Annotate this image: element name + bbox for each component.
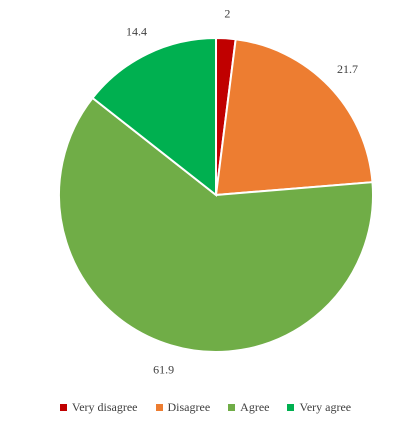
legend: Very disagree Disagree Agree Very agree [0, 400, 411, 415]
legend-item-disagree: Disagree [155, 400, 211, 415]
legend-swatch-very-agree [287, 404, 295, 411]
pie-slice-disagree [214, 38, 374, 197]
pie-slice-agree [58, 96, 374, 353]
pie-data-labels: 2 21.7 61.9 14.4 [126, 6, 358, 376]
data-label-agree: 61.9 [153, 362, 174, 376]
data-label-very-agree: 14.4 [126, 24, 147, 38]
data-label-very-disagree: 2 [224, 6, 230, 20]
pie-slice-very-agree [91, 36, 217, 198]
legend-label-very-agree: Very agree [299, 400, 352, 414]
legend-label-very-disagree: Very disagree [71, 400, 138, 414]
legend-item-agree: Agree [228, 400, 269, 415]
pie-slices [58, 36, 374, 353]
data-label-disagree: 21.7 [337, 62, 358, 76]
legend-label-agree: Agree [240, 400, 270, 414]
legend-item-very-disagree: Very disagree [59, 400, 138, 415]
legend-item-very-agree: Very agree [287, 400, 351, 415]
legend-label-disagree: Disagree [167, 400, 211, 414]
legend-swatch-very-disagree [59, 404, 67, 411]
legend-swatch-disagree [155, 404, 163, 411]
legend-swatch-agree [228, 404, 236, 411]
